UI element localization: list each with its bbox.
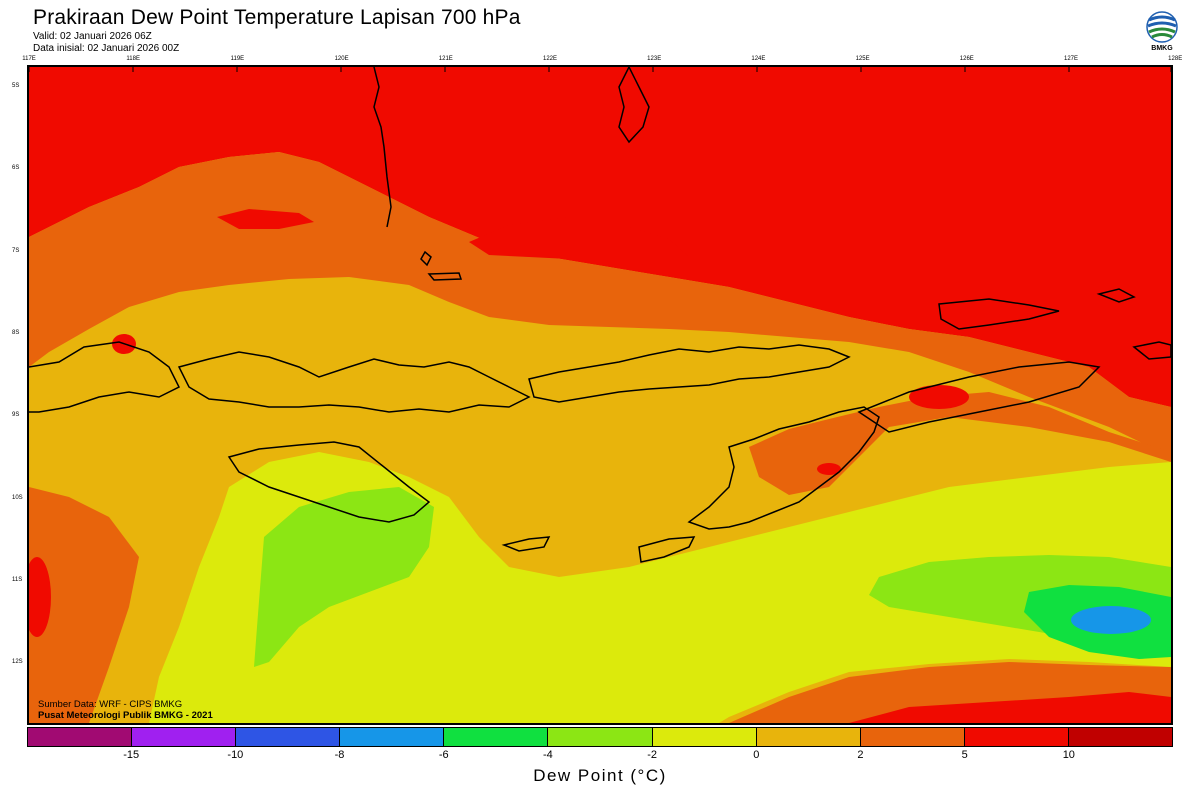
colorbar-segment [28,728,133,746]
lat-label: 6S [12,165,20,172]
map-title: Prakiraan Dew Point Temperature Lapisan … [33,6,521,29]
field-5-to-10-patch-west [217,209,314,229]
field-5-to-10-patch-timor [817,463,841,475]
field-5-to-10-patch-southwest [29,557,51,637]
colorbar-segment [652,728,757,746]
lon-label: 120E [334,56,349,62]
lon-tick-marks [29,67,1171,72]
coast-sulawesi [373,67,392,228]
init-time: Data inisial: 02 Januari 2026 00Z [33,43,180,54]
lon-label: 124E [751,56,766,62]
colorbar-tick-label: 0 [753,749,760,761]
coast-rote [638,536,696,563]
field-2-to-5-north [29,152,1171,457]
colorbar-tick-label: -2 [647,749,657,761]
colorbar-segment [132,728,237,746]
field-neg2-to-neg4-west [254,487,434,667]
coast-sawu [501,536,551,552]
dew-point-map [27,65,1173,725]
colorbar-tick-label: -10 [227,749,244,761]
lat-label: 9S [12,412,20,419]
lat-label: 11S [12,576,23,583]
lon-label: 118E [126,56,140,62]
field-5-to-10-patch-wetar [909,385,969,409]
lon-label: 121E [438,56,453,62]
field-5-to-10-patch-flores [469,217,689,265]
colorbar-tick-label: -4 [543,749,553,761]
field-neg6-to-neg8 [1071,606,1151,634]
map-canvas [29,67,1171,723]
colorbar [27,727,1173,747]
field-5-to-10-south [849,692,1171,723]
lat-label: 12S [12,659,23,666]
lon-label: 119E [230,56,245,62]
valid-time: Valid: 02 Januari 2026 06Z [33,31,152,42]
coast-kalao [427,272,463,281]
colorbar-tick-label: 10 [1062,749,1075,761]
lat-label: 7S [12,247,20,254]
publisher-text: Pusat Meteorologi Publik BMKG - 2021 [38,710,213,721]
colorbar-segment [1068,728,1173,746]
colorbar-tick-label: -8 [334,749,345,761]
coast-alor-east [938,298,1060,330]
colorbar-tick-label: -6 [438,749,449,761]
colorbar-segment [756,728,861,746]
field-2-to-5-west [29,487,139,723]
colorbar-tick-label: 2 [857,749,864,761]
colorbar-segment [444,728,549,746]
coast-lombok-bali [29,341,181,413]
colorbar-tick-label: 5 [961,749,968,761]
colorbar-segment [548,728,653,746]
lon-label: 126E [959,56,974,62]
colorbar-segment [340,728,445,746]
colorbar-segment [860,728,965,746]
coast-sumba [227,441,431,523]
coast-selayar [420,250,432,267]
coast-timor-leste [857,361,1101,433]
lat-label: 5S [12,83,20,89]
bmkg-logo-text: BMKG [1151,45,1173,52]
lat-label: 8S [12,329,20,336]
coastlines [29,67,1171,563]
colorbar-segment [236,728,341,746]
lon-label: 125E [855,56,870,62]
bmkg-logo-icon [1146,11,1178,43]
lon-label: 122E [542,56,558,62]
coast-flores [528,344,851,403]
coast-timor [687,406,880,530]
source-data-text: Sumber Data: WRF - CIPS BMKG [38,699,183,710]
coast-wetar [1096,288,1136,303]
coast-tanimbar [1132,341,1171,360]
colorbar-segment [964,728,1069,746]
colorbar-label: Dew Point (°C) [533,766,667,785]
field-2-to-5-timor [749,392,1171,495]
lon-label: 128E [1168,56,1183,62]
colorbar-tick-label: -15 [123,749,140,761]
lon-label: 123E [647,56,662,62]
lon-label: 127E [1063,56,1079,62]
lon-label: 117E [22,56,36,62]
lat-label: 10S [12,494,23,501]
coast-sumbawa [177,351,531,413]
coast-buton [618,67,650,144]
